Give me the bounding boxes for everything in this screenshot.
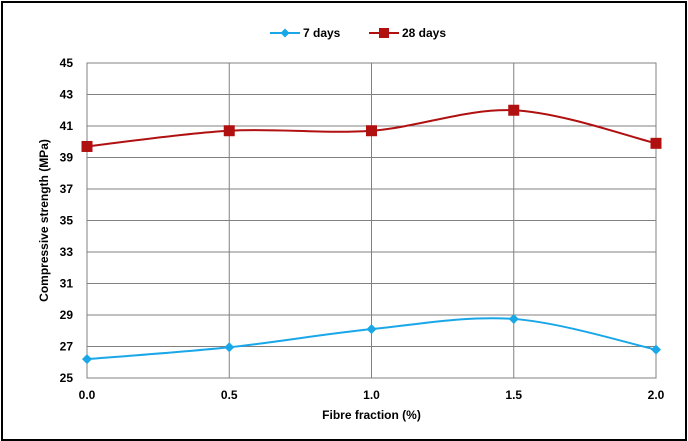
legend-marker <box>379 28 389 38</box>
data-point <box>366 125 377 137</box>
legend-marker <box>280 28 290 38</box>
x-tick-label: 0.0 <box>79 388 96 402</box>
data-point <box>508 104 520 116</box>
x-tick-label: 1.5 <box>505 388 522 402</box>
y-axis-title: Compressive strength (MPa) <box>37 139 51 302</box>
x-axis-ticks: 0.0 0.5 1.0 1.5 2.0 <box>79 388 665 402</box>
y-tick-label: 29 <box>60 308 74 322</box>
y-tick-label: 41 <box>60 119 74 133</box>
legend-item: 28 days <box>369 26 446 40</box>
legend-label: 7 days <box>303 26 341 40</box>
legend-label: 28 days <box>402 26 446 40</box>
x-tick-label: 2.0 <box>648 388 665 402</box>
series-7-days <box>82 313 661 365</box>
data-point <box>651 344 661 355</box>
y-tick-label: 31 <box>60 277 74 291</box>
data-point <box>82 354 92 365</box>
y-tick-label: 45 <box>60 56 74 70</box>
data-point <box>508 313 519 324</box>
y-tick-label: 33 <box>60 245 74 259</box>
data-point <box>81 140 93 152</box>
series-28-days <box>81 104 662 152</box>
y-tick-label: 39 <box>60 151 74 165</box>
data-point <box>650 137 662 149</box>
y-tick-label: 35 <box>60 214 74 228</box>
y-tick-label: 27 <box>60 340 74 354</box>
legend-item: 7 days <box>270 26 341 40</box>
y-tick-label: 25 <box>60 371 74 385</box>
series-layer <box>81 104 662 365</box>
x-axis-title: Fibre fraction (%) <box>322 408 421 422</box>
legend: 7 days 28 days <box>270 26 446 40</box>
y-tick-label: 43 <box>60 88 74 102</box>
y-axis-ticks: 25 27 29 31 33 35 37 39 41 43 45 <box>60 56 74 385</box>
plot-area <box>86 62 657 379</box>
x-tick-label: 0.5 <box>221 388 238 402</box>
y-tick-label: 37 <box>60 182 74 196</box>
data-point <box>223 125 235 137</box>
data-point <box>366 324 377 335</box>
x-tick-label: 1.0 <box>363 388 380 402</box>
data-point <box>224 342 235 353</box>
